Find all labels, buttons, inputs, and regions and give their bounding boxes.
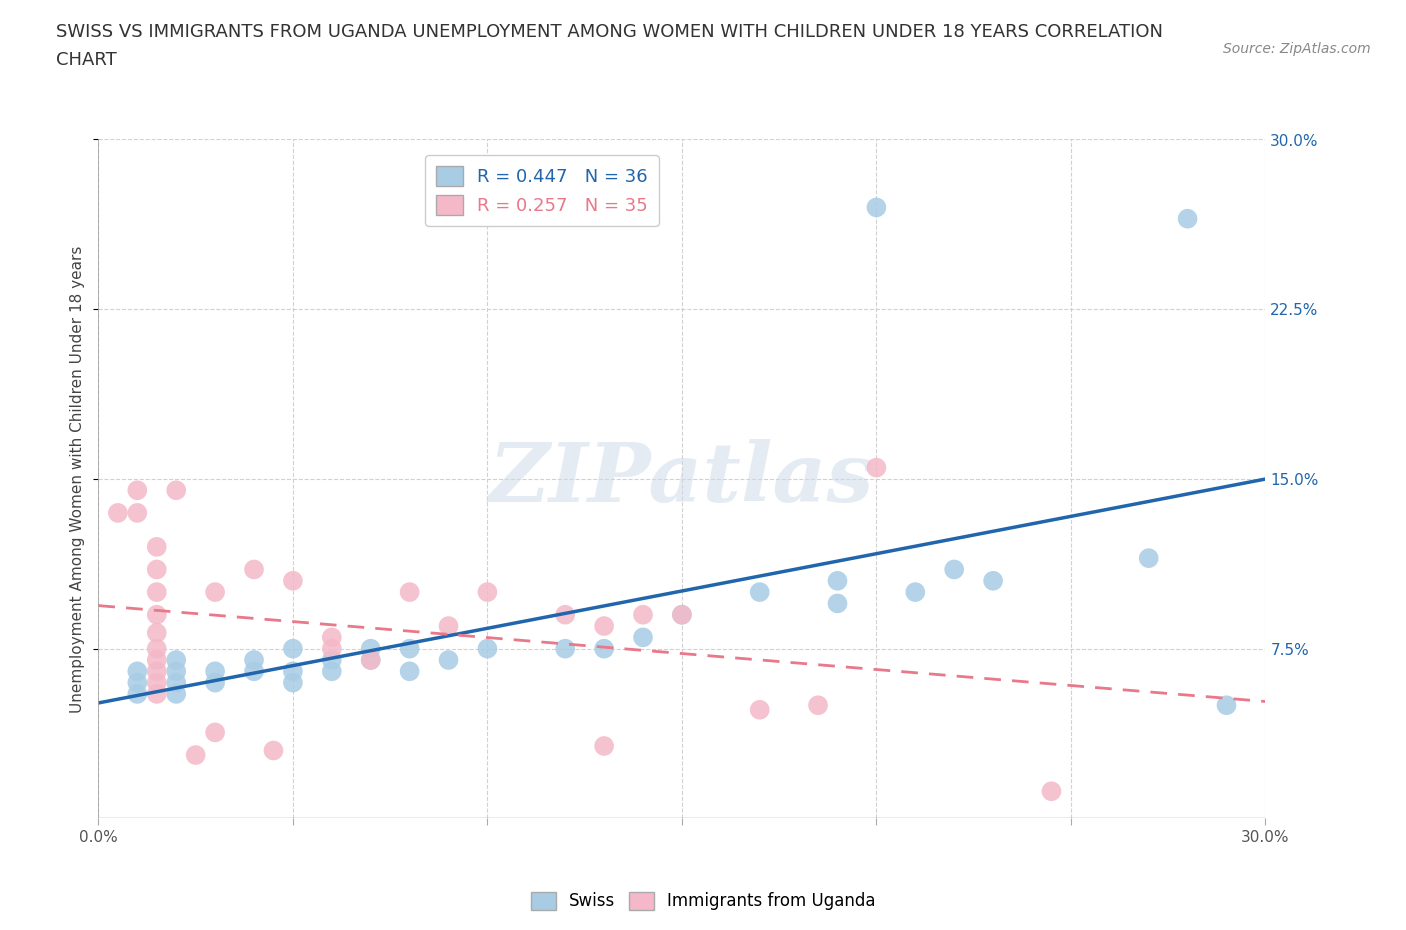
Point bbox=[243, 664, 266, 679]
Point bbox=[165, 483, 187, 498]
Legend: Swiss, Immigrants from Uganda: Swiss, Immigrants from Uganda bbox=[524, 885, 882, 917]
Point bbox=[127, 686, 149, 701]
Point bbox=[748, 585, 770, 600]
Point bbox=[554, 607, 576, 622]
Point bbox=[321, 642, 343, 657]
Point bbox=[243, 653, 266, 668]
Point bbox=[127, 675, 149, 690]
Point bbox=[146, 585, 169, 600]
Point bbox=[865, 460, 887, 475]
Point bbox=[398, 642, 420, 657]
Point bbox=[477, 642, 499, 657]
Point bbox=[671, 607, 693, 622]
Legend: R = 0.447   N = 36, R = 0.257   N = 35: R = 0.447 N = 36, R = 0.257 N = 35 bbox=[425, 155, 659, 226]
Point bbox=[281, 675, 304, 690]
Point bbox=[360, 653, 382, 668]
Point bbox=[1040, 784, 1063, 799]
Point bbox=[146, 642, 169, 657]
Point bbox=[165, 653, 187, 668]
Point bbox=[204, 585, 226, 600]
Point bbox=[593, 618, 616, 633]
Point bbox=[204, 675, 226, 690]
Point bbox=[127, 505, 149, 520]
Point bbox=[146, 562, 169, 577]
Point bbox=[146, 539, 169, 554]
Point bbox=[477, 585, 499, 600]
Point bbox=[146, 664, 169, 679]
Point bbox=[360, 642, 382, 657]
Point bbox=[243, 562, 266, 577]
Point bbox=[671, 607, 693, 622]
Point bbox=[631, 630, 654, 644]
Point bbox=[321, 653, 343, 668]
Point bbox=[593, 642, 616, 657]
Point bbox=[981, 573, 1004, 589]
Point bbox=[554, 642, 576, 657]
Point bbox=[398, 585, 420, 600]
Point bbox=[437, 618, 460, 633]
Point bbox=[321, 664, 343, 679]
Point bbox=[262, 743, 284, 758]
Point bbox=[146, 686, 169, 701]
Point bbox=[204, 725, 226, 740]
Point bbox=[437, 653, 460, 668]
Point bbox=[398, 664, 420, 679]
Point bbox=[165, 686, 187, 701]
Point bbox=[748, 702, 770, 717]
Point bbox=[146, 607, 169, 622]
Point bbox=[107, 505, 129, 520]
Point bbox=[127, 483, 149, 498]
Point bbox=[146, 675, 169, 690]
Point bbox=[321, 630, 343, 644]
Point bbox=[146, 625, 169, 640]
Point bbox=[127, 664, 149, 679]
Text: ZIPatlas: ZIPatlas bbox=[489, 439, 875, 519]
Point bbox=[281, 664, 304, 679]
Point bbox=[827, 573, 849, 589]
Point bbox=[1137, 551, 1160, 565]
Point bbox=[593, 738, 616, 753]
Point bbox=[281, 573, 304, 589]
Point bbox=[807, 698, 830, 712]
Y-axis label: Unemployment Among Women with Children Under 18 years: Unemployment Among Women with Children U… bbox=[70, 246, 86, 712]
Point bbox=[360, 653, 382, 668]
Point bbox=[165, 675, 187, 690]
Point bbox=[827, 596, 849, 611]
Text: Source: ZipAtlas.com: Source: ZipAtlas.com bbox=[1223, 42, 1371, 56]
Text: SWISS VS IMMIGRANTS FROM UGANDA UNEMPLOYMENT AMONG WOMEN WITH CHILDREN UNDER 18 : SWISS VS IMMIGRANTS FROM UGANDA UNEMPLOY… bbox=[56, 23, 1163, 41]
Point bbox=[281, 642, 304, 657]
Text: CHART: CHART bbox=[56, 51, 117, 69]
Point bbox=[1215, 698, 1237, 712]
Point bbox=[943, 562, 966, 577]
Point bbox=[1177, 211, 1199, 226]
Point bbox=[146, 653, 169, 668]
Point bbox=[631, 607, 654, 622]
Point bbox=[184, 748, 207, 763]
Point bbox=[865, 200, 887, 215]
Point bbox=[904, 585, 927, 600]
Point bbox=[204, 664, 226, 679]
Point bbox=[165, 664, 187, 679]
